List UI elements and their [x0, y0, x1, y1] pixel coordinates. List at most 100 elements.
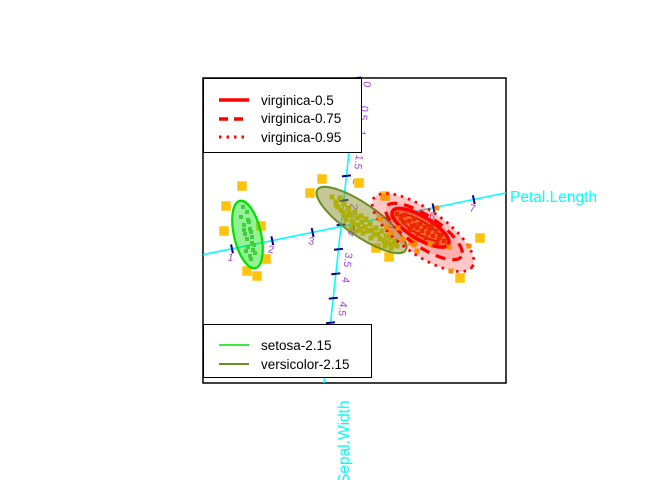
versicolor-point: [333, 202, 339, 208]
support-square: [380, 191, 390, 201]
petal-tick-label: 7: [468, 202, 476, 215]
virginica-point: [427, 226, 433, 232]
virginica-point: [411, 242, 417, 248]
versicolor-point: [342, 213, 348, 219]
support-square: [256, 221, 266, 231]
virginica-point: [407, 227, 413, 233]
virginica-point: [434, 205, 440, 211]
sepal-tick-label: 3.5: [341, 252, 355, 268]
versicolor-point: [367, 221, 373, 227]
sepal-tick-label: 4.5: [335, 301, 349, 317]
sepal-tick-label: 1.5: [351, 154, 365, 170]
setosa-point: [245, 237, 249, 241]
versicolor-point: [355, 222, 361, 228]
sepal-tick-label: 4: [339, 276, 352, 283]
virginica-point: [414, 248, 420, 254]
petal-tick-label: 6: [428, 210, 436, 223]
versicolor-point: [362, 224, 368, 230]
versicolor-point: [347, 212, 353, 218]
petal-tick: [270, 236, 275, 246]
versicolor-point: [333, 199, 339, 205]
virginica-point: [438, 232, 444, 238]
versicolor-point: [365, 228, 371, 234]
versicolor-point: [341, 201, 347, 207]
setosa-point: [246, 245, 250, 249]
setosa-point: [242, 228, 246, 232]
virginica-point: [429, 222, 435, 228]
virginica-point: [400, 236, 406, 242]
versicolor-point: [357, 226, 363, 232]
petal-length-axis-label: Petal.Length: [510, 189, 598, 206]
virginica-point: [436, 235, 442, 241]
versicolor-point: [360, 230, 366, 236]
petal-tick: [310, 227, 315, 238]
legend-entry: virginica-0.5: [204, 91, 334, 109]
versicolor-point: [348, 225, 354, 231]
versicolor-point: [381, 238, 387, 244]
petal-tick-label: 2: [267, 243, 275, 256]
virginica-point: [466, 243, 472, 249]
virginica-point: [401, 219, 407, 225]
versicolor-point: [358, 213, 364, 219]
versicolor-point: [354, 228, 360, 234]
support-square: [455, 273, 465, 283]
support-square: [219, 226, 229, 236]
virginica-point: [414, 225, 420, 231]
virginica-point: [409, 223, 415, 229]
virginica-point: [395, 225, 401, 231]
legend-entry: virginica-0.95: [204, 128, 341, 146]
virginica-point: [415, 231, 421, 237]
versicolor-point: [394, 243, 400, 249]
petal-tick: [230, 244, 234, 254]
versicolor-point: [383, 233, 389, 239]
virginica-point: [425, 230, 431, 236]
legend-virginica-contours: virginica-0.5 virginica-0.75 virginica-0.9…: [203, 78, 362, 153]
sepal-tick: [333, 247, 344, 251]
sepal-tick: [341, 174, 351, 178]
versicolor-point: [373, 225, 379, 231]
support-square: [317, 174, 327, 184]
support-square: [261, 254, 271, 264]
virginica-point: [394, 211, 400, 217]
virginica-point: [448, 268, 454, 274]
support-square: [242, 266, 252, 276]
legend-entry-label: virginica-0.95: [261, 129, 342, 145]
virginica-point: [398, 215, 404, 221]
virginica-point: [406, 218, 412, 224]
support-square: [252, 271, 262, 281]
legend-line-swatch: [219, 98, 249, 102]
versicolor-point: [338, 207, 344, 213]
versicolor-point: [345, 205, 351, 211]
virginica-point: [446, 244, 452, 250]
legend-entry-label: versicolor-2.15: [261, 356, 350, 372]
sepal-width-axis-label: Sepal.Width: [336, 400, 353, 480]
setosa-point: [253, 251, 257, 255]
setosa-point: [247, 220, 251, 224]
legend-species-ellipses: setosa-2.15 versicolor-2.15: [203, 324, 372, 378]
legend-line-swatch: [219, 363, 249, 365]
virginica-point: [412, 222, 418, 228]
support-square: [354, 178, 364, 188]
virginica-point: [427, 241, 433, 247]
support-square: [475, 233, 485, 243]
virginica-point: [411, 216, 417, 222]
sepal-tick-label: 0: [360, 81, 373, 88]
virginica-point: [430, 233, 436, 239]
versicolor-point: [359, 219, 365, 225]
versicolor-point: [379, 228, 385, 234]
legend-entry: versicolor-2.15: [204, 355, 350, 373]
versicolor-point: [337, 195, 343, 201]
sepal-tick: [328, 296, 338, 300]
setosa-point: [252, 243, 256, 247]
sepal-tick: [325, 321, 336, 325]
setosa-point: [239, 215, 243, 219]
versicolor-point: [387, 235, 393, 241]
versicolor-point: [382, 243, 388, 249]
versicolor-point: [329, 194, 335, 200]
versicolor-point: [389, 241, 395, 247]
petal-tick-label: 1: [227, 251, 235, 264]
setosa-point: [249, 230, 253, 234]
support-square: [305, 188, 315, 198]
legend-entry-label: virginica-0.75: [261, 111, 342, 126]
versicolor-point: [368, 235, 374, 241]
